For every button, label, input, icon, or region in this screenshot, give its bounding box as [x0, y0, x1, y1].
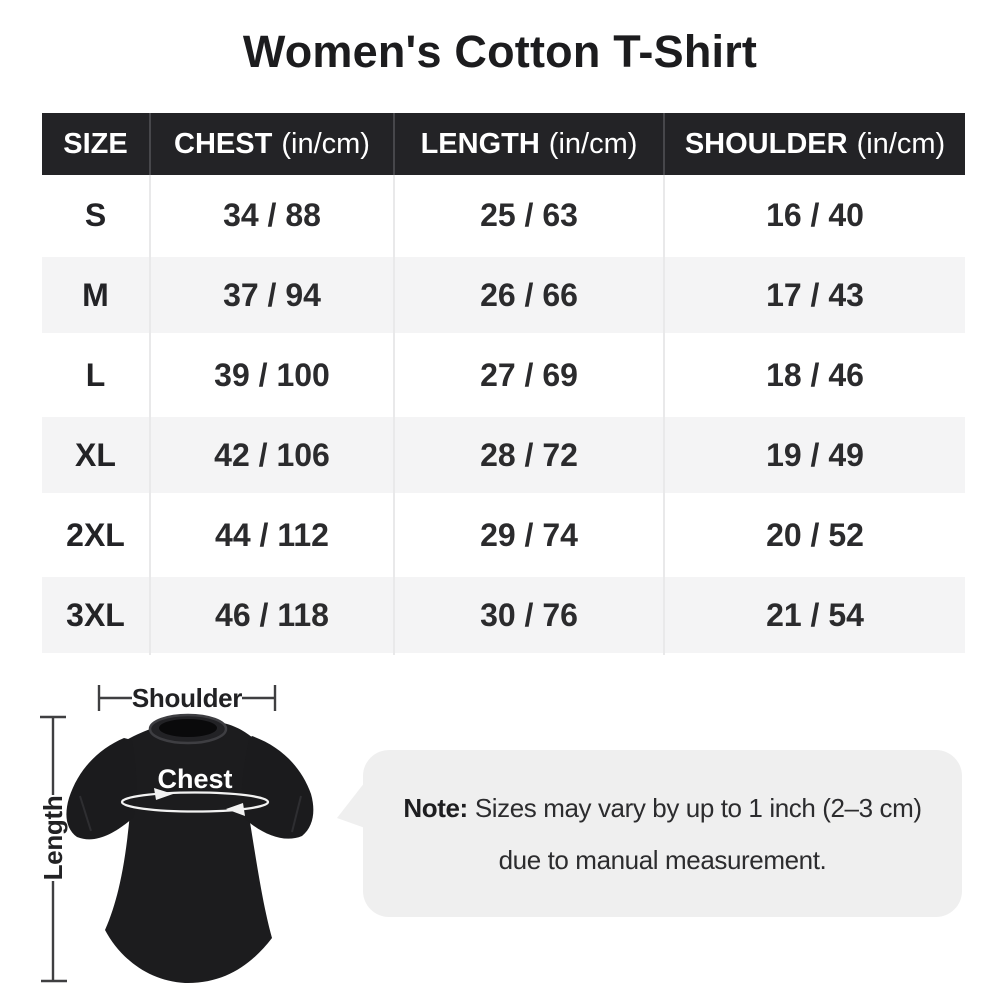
shoulder-measure-line: [97, 685, 277, 711]
chest-label: Chest: [157, 764, 232, 794]
table-row-s: S 34 / 88 25 / 63 16 / 40: [42, 175, 965, 255]
column-header-length: LENGTH (in/cm): [395, 113, 665, 175]
chest-cell: 46 / 118: [151, 575, 395, 655]
note-line-2: due to manual measurement.: [498, 844, 827, 875]
chest-cell: 37 / 94: [151, 255, 395, 335]
table-row-xl: XL 42 / 106 28 / 72 19 / 49: [42, 415, 965, 495]
chest-arrowhead-left: [226, 803, 245, 816]
size-cell: M: [42, 255, 151, 335]
note-text-1: Sizes may vary by up to 1 inch (2–3 cm): [474, 792, 922, 823]
length-cell: 30 / 76: [395, 575, 665, 655]
column-header-label: SHOULDER: [684, 127, 848, 160]
table-row-3xl: 3XL 46 / 118 30 / 76 21 / 54: [42, 575, 965, 655]
page-title: Women's Cotton T-Shirt: [242, 26, 758, 77]
shoulder-label: Shoulder: [132, 683, 242, 713]
size-cell: S: [42, 175, 151, 255]
column-header-chest: CHEST (in/cm): [151, 113, 395, 175]
size-cell: L: [42, 335, 151, 415]
length-cell: 26 / 66: [395, 255, 665, 335]
column-header-label: LENGTH: [420, 127, 540, 160]
column-header-unit: (in/cm): [281, 127, 370, 160]
shoulder-cell: 20 / 52: [766, 516, 864, 553]
shoulder-cell: 19 / 49: [766, 436, 864, 473]
length-cell: 27 / 69: [395, 335, 665, 415]
note-bubble: Note: Sizes may vary by up to 1 inch (2–3…: [337, 750, 962, 917]
tshirt-illustration: [66, 713, 314, 984]
length-cell: 28 / 72: [395, 415, 665, 495]
column-header-label: CHEST: [174, 127, 273, 160]
chest-arrow-ellipse: [120, 791, 270, 813]
column-header-unit: (in/cm): [856, 127, 946, 160]
chest-arrowhead-right: [154, 788, 173, 800]
size-table: SIZE CHEST (in/cm) LENGTH (in/cm) SHOULD…: [42, 113, 965, 655]
chest-cell: 44 / 112: [151, 495, 395, 575]
chest-cell: 39 / 100: [151, 335, 395, 415]
table-row-l: L 39 / 100 27 / 69 18 / 46: [42, 335, 965, 415]
length-cell: 29 / 74: [395, 495, 665, 575]
column-header-shoulder: SHOULDER (in/cm): [665, 113, 965, 175]
shoulder-cell: 16 / 40: [766, 196, 864, 233]
shoulder-cell: 21 / 54: [766, 596, 864, 633]
length-cell: 25 / 63: [395, 175, 665, 255]
chest-cell: 42 / 106: [151, 415, 395, 495]
column-header-size: SIZE: [42, 113, 151, 175]
note-line-1: Note: Sizes may vary by up to 1 inch (2–3…: [403, 792, 922, 823]
column-header-unit: (in/cm): [548, 127, 638, 160]
column-header-label: SIZE: [63, 127, 128, 160]
table-row-m: M 37 / 94 26 / 66 17 / 43: [42, 255, 965, 335]
length-label: Length: [38, 796, 68, 881]
size-cell: 2XL: [42, 495, 151, 575]
size-cell: 3XL: [42, 575, 151, 655]
tshirt-measurement-diagram: Shoulder Length Chest: [38, 683, 314, 984]
length-measure-line: [40, 715, 67, 983]
shoulder-cell: 18 / 46: [766, 356, 864, 393]
note-label: Note:: [403, 792, 468, 823]
chest-cell: 34 / 88: [151, 175, 395, 255]
size-table-header-row: SIZE CHEST (in/cm) LENGTH (in/cm) SHOULD…: [42, 113, 965, 175]
size-cell: XL: [42, 415, 151, 495]
shoulder-cell: 17 / 43: [766, 276, 864, 313]
table-row-2xl: 2XL 44 / 112 29 / 74 20 / 52: [42, 495, 965, 575]
